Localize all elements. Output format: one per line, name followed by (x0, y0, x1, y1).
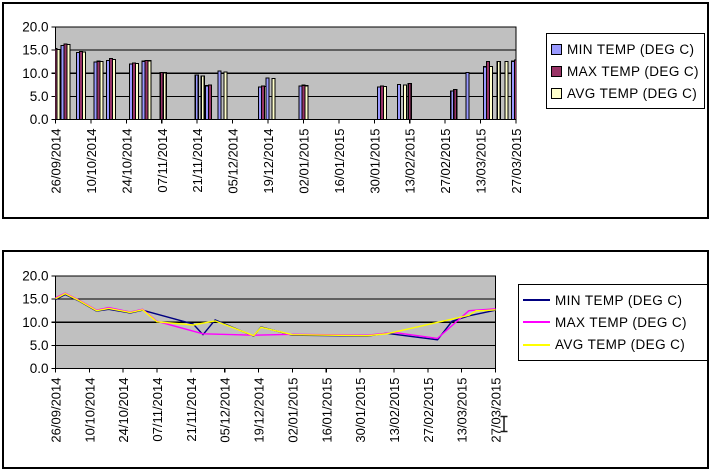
x-tick-label: 16/01/2015 (319, 378, 334, 443)
x-tick-label: 24/10/2014 (119, 129, 134, 194)
x-tick-label: 07/11/2014 (155, 129, 170, 193)
bar-min (194, 74, 199, 120)
x-tick-label: 27/03/2015 (509, 129, 524, 194)
x-tick-label: 26/09/2014 (49, 378, 64, 443)
bar-avg (304, 85, 309, 120)
x-tick-label: 13/02/2015 (403, 129, 418, 194)
ibeam-glyph (500, 415, 508, 433)
bar-avg (81, 51, 86, 120)
bar-avg (403, 84, 408, 120)
bar-avg (99, 61, 104, 120)
avg-temp-line-swatch-icon (523, 343, 550, 346)
x-tick-label: 05/12/2014 (226, 129, 241, 194)
bar-chart-object[interactable]: 20.0 15.0 10.0 5.0 0.0 26/09/2014 10/10/2014 24… (2, 2, 709, 219)
x-tick-label: 13/03/2015 (455, 377, 470, 442)
y-tick-label: 0.0 (30, 112, 49, 127)
bar-min (265, 77, 270, 120)
bar-chart-legend[interactable]: MIN TEMP (DEG C) MAX TEMP (DEG C) AVG TE… (546, 33, 705, 109)
legend-label-min-temp: MIN TEMP (DEG C) (567, 41, 695, 57)
min-temp-line-swatch-icon (523, 299, 550, 302)
max-temp-line-swatch-icon (523, 321, 550, 324)
x-tick-label: 02/01/2015 (296, 129, 311, 194)
x-tick-label: 21/11/2014 (190, 129, 205, 193)
y-tick-label: 15.0 (22, 43, 48, 58)
bar-max (207, 84, 212, 120)
bar-avg (134, 62, 139, 120)
bar-min (51, 51, 54, 120)
x-tick-label: 26/09/2014 (49, 129, 64, 194)
y-tick-label: 10.0 (22, 315, 48, 330)
bar-max (513, 59, 516, 120)
bar-avg (162, 72, 167, 120)
legend-item-max-temp[interactable]: MAX TEMP (DEG C) (523, 315, 703, 330)
x-tick-label: 30/01/2015 (367, 129, 382, 194)
x-tick-label: 13/02/2015 (387, 378, 402, 443)
line-chart-canvas: 20.0 15.0 10.0 5.0 0.026/09/2014 10/10/2014 24… (22, 269, 504, 443)
x-tick-label: 19/12/2014 (252, 378, 267, 443)
x-tick-label: 02/01/2015 (285, 378, 300, 443)
avg-temp-swatch-icon (551, 87, 562, 99)
legend-item-min-temp[interactable]: MIN TEMP (DEG C) (523, 293, 703, 308)
bars-group (51, 43, 521, 120)
x-tick-label: 07/11/2014 (150, 378, 165, 442)
text-cursor-ibeam-icon (499, 415, 509, 438)
line-chart-object[interactable]: 20.0 15.0 10.0 5.0 0.0 26/09/2014 10/10/2014 24… (2, 250, 709, 469)
bar-avg (66, 44, 71, 120)
x-tick-label: 13/03/2015 (474, 128, 489, 193)
x-tick-label: 24/10/2014 (116, 378, 131, 443)
bar-avg (271, 77, 276, 120)
bar-avg (56, 49, 61, 120)
bar-avg (223, 71, 228, 120)
y-tick-label: 5.0 (30, 89, 49, 104)
bar-max (407, 82, 412, 120)
bar-min (465, 71, 470, 120)
x-tick-label: 10/10/2014 (84, 129, 99, 194)
y-tick-label: 5.0 (30, 338, 49, 353)
x-tick-label: 27/02/2015 (421, 378, 436, 443)
min-temp-swatch-icon (551, 43, 562, 55)
bar-avg (504, 61, 509, 120)
bar-chart-canvas: 20.0 15.0 10.0 5.0 0.026/09/2014 10/10/2014 24… (22, 20, 524, 194)
legend-item-min-temp[interactable]: MIN TEMP (DEG C) (551, 42, 700, 57)
bar-avg (200, 75, 205, 120)
legend-label-max-temp: MAX TEMP (DEG C) (555, 314, 687, 330)
y-tick-label: 10.0 (22, 66, 48, 81)
y-tick-label: 15.0 (22, 292, 48, 307)
bar-min (217, 70, 222, 120)
bar-max (453, 88, 458, 120)
line-chart-legend[interactable]: MIN TEMP (DEG C) MAX TEMP (DEG C) AVG TE… (518, 284, 708, 361)
y-tick-label: 0.0 (30, 361, 49, 376)
bar-avg (147, 60, 152, 120)
legend-label-min-temp: MIN TEMP (DEG C) (555, 292, 683, 308)
bar-avg (518, 61, 521, 120)
bar-avg (489, 65, 494, 120)
x-tick-label: 19/12/2014 (261, 129, 276, 194)
x-tick-label: 05/12/2014 (218, 378, 233, 443)
bar-avg (496, 61, 501, 120)
y-tick-label: 20.0 (22, 269, 48, 284)
legend-label-avg-temp: AVG TEMP (DEG C) (555, 337, 686, 353)
x-tick-label: 21/11/2014 (184, 378, 199, 442)
max-temp-swatch-icon (551, 65, 562, 77)
x-tick-label: 10/10/2014 (82, 378, 97, 443)
legend-label-max-temp: MAX TEMP (DEG C) (567, 63, 699, 79)
legend-item-avg-temp[interactable]: AVG TEMP (DEG C) (551, 86, 700, 101)
bar-avg (382, 86, 387, 120)
x-tick-label: 16/01/2015 (332, 129, 347, 194)
x-tick-label: 27/02/2015 (438, 129, 453, 194)
series-line-avg (55, 292, 496, 337)
y-tick-label: 20.0 (22, 20, 48, 35)
bar-min (397, 83, 402, 120)
legend-item-max-temp[interactable]: MAX TEMP (DEG C) (551, 64, 700, 79)
legend-label-avg-temp: AVG TEMP (DEG C) (567, 85, 698, 101)
legend-item-avg-temp[interactable]: AVG TEMP (DEG C) (523, 337, 703, 352)
bar-avg (112, 58, 117, 120)
x-tick-label: 30/01/2015 (353, 378, 368, 443)
x-tick-label: 27/03/2015 (489, 378, 504, 443)
